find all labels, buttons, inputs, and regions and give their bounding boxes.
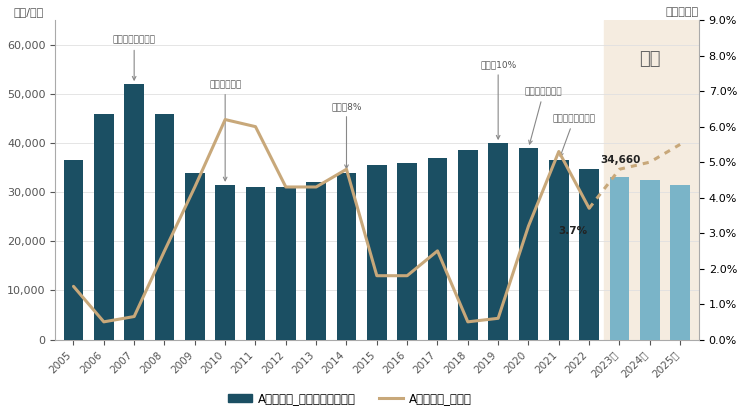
Text: 東日本大震災: 東日本大震災: [209, 80, 241, 181]
Bar: [488, 143, 508, 340]
Bar: [609, 177, 629, 340]
Bar: [428, 158, 447, 340]
Bar: [246, 187, 266, 340]
Text: （空室率）: （空室率）: [666, 7, 699, 17]
Bar: [307, 182, 326, 340]
Bar: [336, 173, 356, 340]
Bar: [640, 180, 660, 340]
Text: 東京オリンピック: 東京オリンピック: [553, 114, 595, 157]
Bar: [64, 160, 83, 340]
Bar: [604, 20, 699, 340]
Bar: [519, 148, 539, 340]
Bar: [276, 187, 295, 340]
Text: 予測: 予測: [639, 50, 661, 68]
Bar: [367, 165, 387, 340]
Bar: [549, 160, 568, 340]
Bar: [94, 113, 114, 340]
Bar: [458, 150, 478, 340]
Text: 新型コロナ流行: 新型コロナ流行: [525, 87, 562, 144]
Bar: [155, 113, 174, 340]
Bar: [124, 84, 144, 340]
Text: 消費税8%: 消費税8%: [331, 102, 362, 168]
Text: リーマンショック: リーマンショック: [112, 36, 155, 80]
Text: 3.7%: 3.7%: [559, 226, 588, 236]
Bar: [580, 169, 599, 340]
Text: 34,660: 34,660: [600, 155, 641, 165]
Bar: [215, 185, 235, 340]
Bar: [670, 185, 690, 340]
Text: 消費税10%: 消費税10%: [480, 60, 516, 139]
Legend: Aグレード_賌料（共益費込）, Aグレード_空室率: Aグレード_賌料（共益費込）, Aグレード_空室率: [223, 388, 476, 410]
Bar: [397, 163, 417, 340]
Text: （円/坊）: （円/坊）: [13, 7, 44, 17]
Bar: [185, 173, 205, 340]
